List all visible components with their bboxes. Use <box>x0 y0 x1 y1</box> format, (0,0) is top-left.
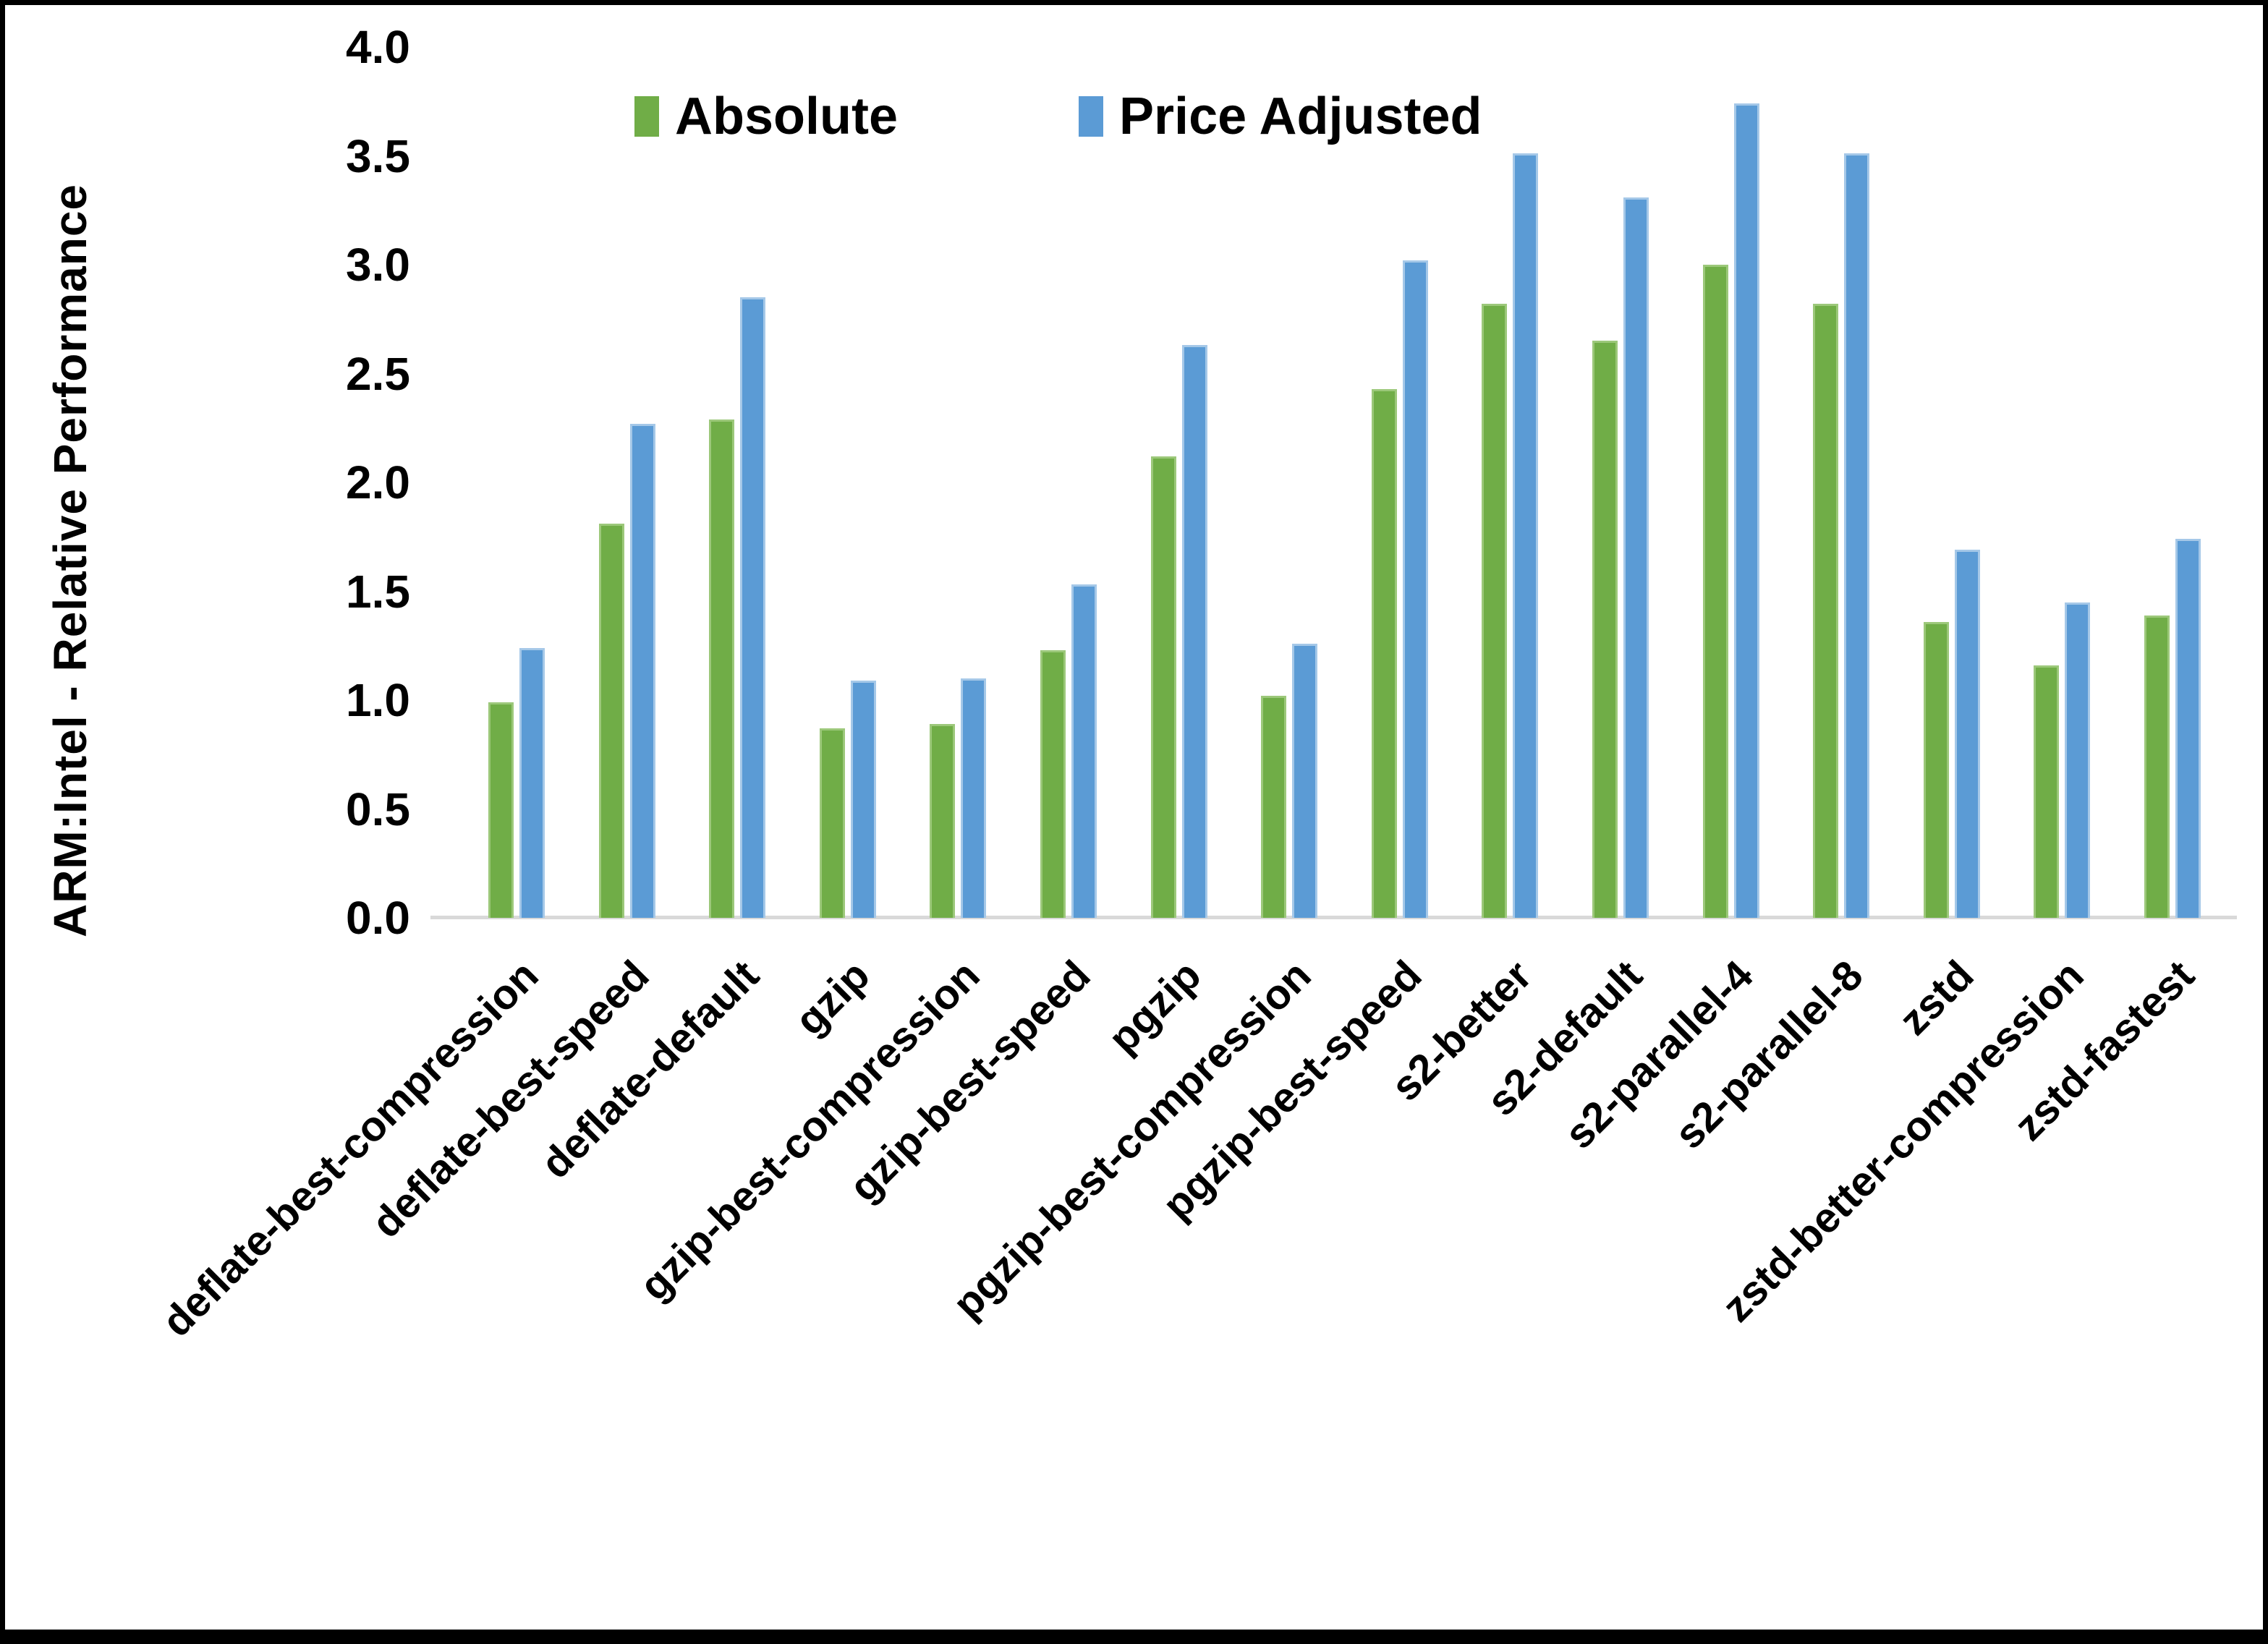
bar-absolute-pgzip <box>1151 456 1176 918</box>
bar-price-adjusted-zstd <box>1955 550 1980 918</box>
bar-price-adjusted-pgzip-best-compression <box>1292 644 1317 918</box>
bar-absolute-s2-parallel-4 <box>1703 265 1728 918</box>
legend-label-price-adjusted: Price Adjusted <box>1119 88 1482 145</box>
legend-item-absolute: Absolute <box>634 90 898 142</box>
bar-absolute-zstd <box>1924 622 1949 918</box>
bar-price-adjusted-zstd-fastest <box>2175 539 2201 918</box>
bar-price-adjusted-gzip-best-compression <box>961 678 986 918</box>
y-tick-label-2.5: 2.5 <box>346 347 410 400</box>
bar-absolute-zstd-better-compression <box>2034 665 2059 918</box>
bar-absolute-deflate-best-speed <box>599 524 624 918</box>
legend: Absolute Price Adjusted <box>634 90 1482 142</box>
legend-label-absolute: Absolute <box>675 88 899 145</box>
bar-price-adjusted-s2-parallel-4 <box>1734 103 1759 918</box>
bar-absolute-gzip-best-speed <box>1040 650 1066 918</box>
y-tick-label-2.0: 2.0 <box>346 456 410 508</box>
y-axis-title: ARM:Intel - Relative Performance <box>44 183 96 938</box>
bar-absolute-s2-default <box>1592 341 1618 918</box>
bar-price-adjusted-zstd-better-compression <box>2065 602 2090 918</box>
bar-absolute-deflate-default <box>709 419 734 918</box>
bar-absolute-s2-better <box>1482 304 1507 918</box>
y-tick-label-3.5: 3.5 <box>346 129 410 182</box>
y-tick-label-1.5: 1.5 <box>346 565 410 618</box>
bar-absolute-gzip-best-compression <box>930 724 955 918</box>
legend-swatch-absolute <box>634 96 659 137</box>
bar-absolute-zstd-fastest <box>2144 616 2170 918</box>
bar-price-adjusted-deflate-best-speed <box>630 424 655 918</box>
bar-chart: ARM:Intel - Relative Performance Absolut… <box>5 5 2263 1630</box>
legend-item-price-adjusted: Price Adjusted <box>1079 90 1482 142</box>
bar-price-adjusted-s2-default <box>1623 197 1649 918</box>
bar-price-adjusted-gzip-best-speed <box>1071 584 1097 918</box>
bar-price-adjusted-pgzip-best-speed <box>1403 260 1428 918</box>
bar-price-adjusted-s2-better <box>1513 153 1538 918</box>
y-tick-label-4.0: 4.0 <box>346 21 410 73</box>
x-axis-line <box>430 916 2237 919</box>
bar-absolute-deflate-best-compression <box>488 702 514 918</box>
y-tick-label-0.0: 0.0 <box>346 892 410 944</box>
bar-absolute-gzip <box>820 728 845 918</box>
bar-price-adjusted-pgzip <box>1182 345 1207 918</box>
y-tick-label-3.0: 3.0 <box>346 239 410 291</box>
bar-absolute-pgzip-best-speed <box>1372 389 1397 918</box>
y-tick-label-0.5: 0.5 <box>346 783 410 835</box>
legend-swatch-price-adjusted <box>1079 96 1104 137</box>
bar-price-adjusted-s2-parallel-8 <box>1844 153 1869 918</box>
bar-absolute-s2-parallel-8 <box>1813 304 1838 918</box>
bar-price-adjusted-gzip <box>851 681 876 918</box>
bar-absolute-pgzip-best-compression <box>1261 696 1286 918</box>
bar-price-adjusted-deflate-default <box>740 297 765 918</box>
bar-price-adjusted-deflate-best-compression <box>519 648 545 918</box>
y-tick-label-1.0: 1.0 <box>346 674 410 726</box>
